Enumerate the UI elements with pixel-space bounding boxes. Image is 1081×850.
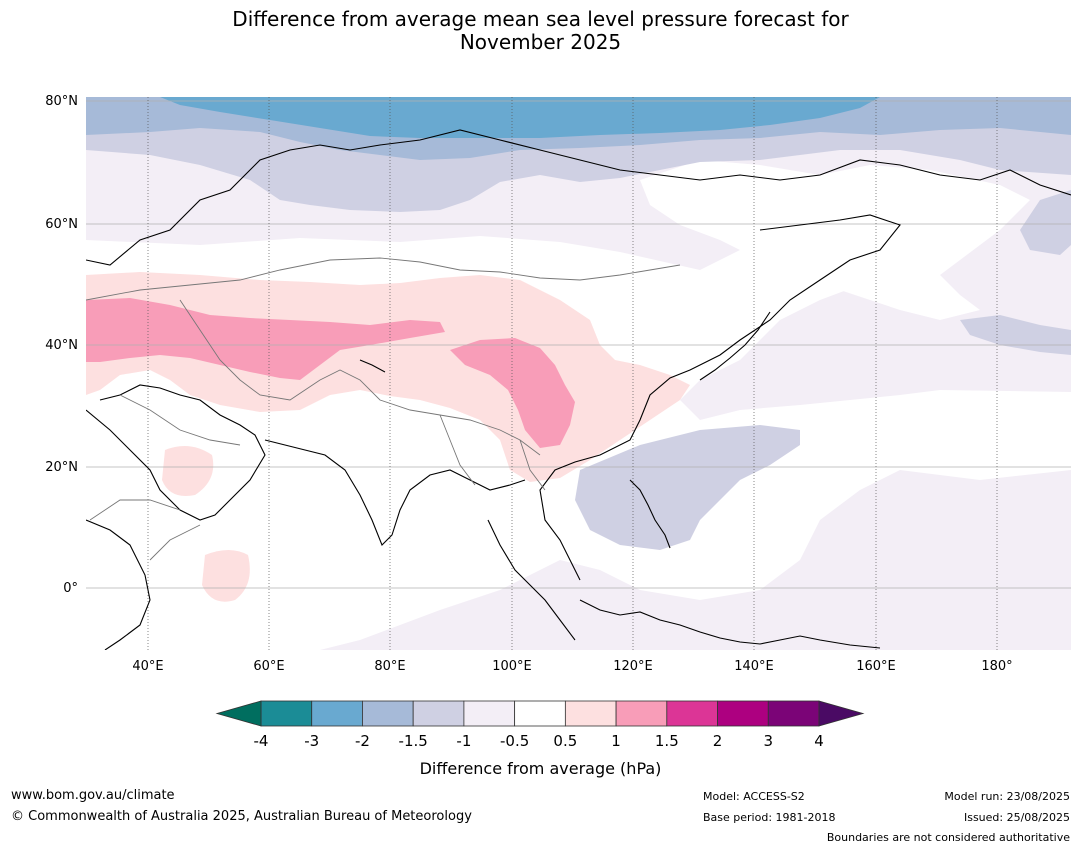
country-borders (86, 257, 681, 561)
colorbar-tick-label: 1.5 (654, 732, 679, 750)
latitude-gridlines (86, 100, 1071, 589)
colorbar-tick-label: 1 (611, 732, 621, 750)
colorbar-bin (717, 700, 769, 727)
model-name: Model: ACCESS-S2 (703, 790, 805, 803)
colorbar-above-arrow (818, 700, 865, 727)
colorbar-title: Difference from average (hPa) (419, 759, 662, 778)
field-pos-0-5-indian-ocean (202, 550, 250, 602)
colorbar-bin (615, 700, 668, 727)
field-pos-1 (86, 298, 445, 380)
colorbar-tick-label: -0.5 (499, 732, 530, 750)
colorbar-bin (564, 700, 617, 727)
colorbar-bin (260, 700, 313, 727)
lat-label-equator: 0° (63, 581, 78, 596)
colorbar-below-arrow (215, 700, 262, 727)
lon-label-60e: 60°E (253, 659, 285, 674)
colorbar-tick-label: -1 (456, 732, 472, 750)
lon-label-180: 180° (981, 659, 1013, 674)
lon-label-100e: 100°E (492, 659, 532, 674)
colorbar-tick-label: 3 (763, 732, 774, 750)
colorbar-bin (412, 700, 465, 727)
title-line-2: November 2025 (459, 30, 622, 54)
colorbar-bin (514, 700, 566, 727)
field-pos-1-china (450, 338, 575, 448)
colorbar-bin (767, 700, 820, 727)
title-line-1: Difference from average mean sea level p… (232, 7, 849, 31)
issued-date: Issued: 25/08/2025 (963, 811, 1070, 824)
lon-label-80e: 80°E (374, 659, 406, 674)
bom-website-link[interactable]: www.bom.gov.au/climate (11, 788, 175, 803)
colorbar-tick-label: 4 (814, 732, 824, 750)
copyright-text: © Commonwealth of Australia 2025, Austra… (11, 809, 472, 824)
base-period: Base period: 1981-2018 (703, 811, 836, 824)
model-run-date: Model run: 23/08/2025 (944, 790, 1070, 803)
lon-label-120e: 120°E (613, 659, 653, 674)
lon-label-160e: 160°E (856, 659, 896, 674)
colorbar-tick-label: -3 (304, 732, 320, 750)
colorbar-bin (666, 700, 718, 727)
field-pos-0-5-arabia (162, 446, 214, 496)
colorbar-bin (362, 700, 414, 727)
field-neutral-east (640, 160, 1030, 320)
pressure-map (86, 97, 1071, 650)
colorbar-bin (463, 700, 516, 727)
colorbar-tick-label: 2 (712, 732, 723, 750)
colorbar-bin (311, 700, 363, 727)
lat-label-40n: 40°N (45, 338, 78, 353)
lon-label-140e: 140°E (734, 659, 774, 674)
boundaries-disclaimer: Boundaries are not considered authoritat… (826, 831, 1070, 844)
lat-label-80n: 80°N (45, 94, 78, 109)
colorbar-tick-label: -4 (253, 732, 269, 750)
colorbar-tick-label: -2 (354, 732, 370, 750)
lon-label-40e: 40°E (132, 659, 164, 674)
lat-label-60n: 60°N (45, 217, 78, 232)
field-neg-2 (160, 97, 880, 138)
colorbar-tick-label: 0.5 (553, 732, 578, 750)
lat-label-20n: 20°N (45, 460, 78, 475)
longitude-gridlines (147, 97, 998, 650)
colorbar-tick-label: -1.5 (398, 732, 428, 750)
field-neg-1-pacific (575, 425, 800, 550)
map-title: Difference from average mean sea level p… (0, 8, 1081, 54)
colorbar (215, 700, 865, 727)
coastlines (86, 129, 1071, 650)
